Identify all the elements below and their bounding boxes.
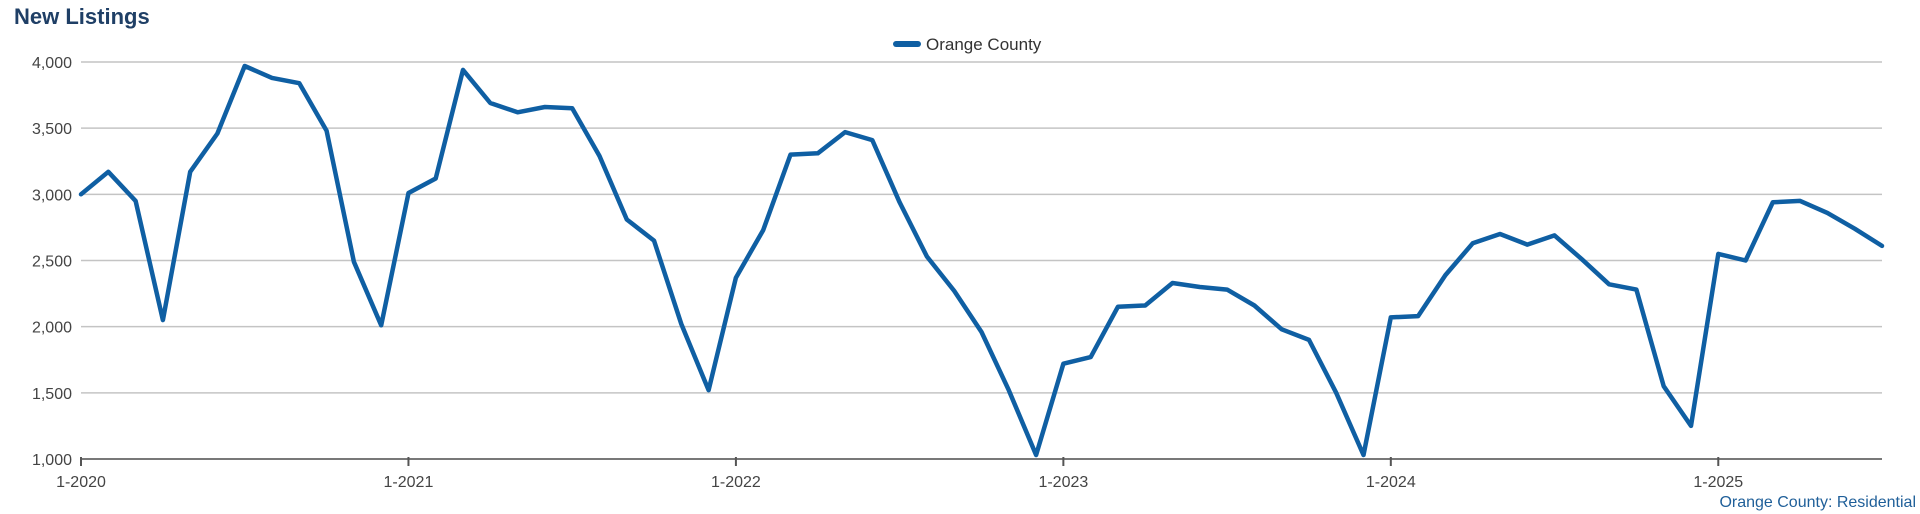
- y-tick-label: 2,500: [32, 254, 72, 271]
- x-tick-label: 1-2022: [711, 474, 761, 491]
- y-tick-label: 1,500: [32, 386, 72, 403]
- series-lines: [78, 63, 1885, 458]
- y-tick-label: 1,000: [32, 452, 72, 469]
- series-line-orange-county: [78, 63, 1885, 458]
- gridlines: [81, 61, 1882, 460]
- legend: Orange County: [893, 35, 1042, 54]
- x-tick-label: 1-2024: [1366, 474, 1416, 491]
- y-tick-label: 3,500: [32, 121, 72, 138]
- y-tick-label: 3,000: [32, 187, 72, 204]
- legend-label: Orange County: [926, 35, 1042, 54]
- y-tick-label: 4,000: [32, 55, 72, 72]
- y-tick-label: 2,000: [32, 320, 72, 337]
- x-tick-label: 1-2023: [1038, 474, 1088, 491]
- x-tick-label: 1-2020: [56, 474, 106, 491]
- chart-footer-note: Orange County: Residential: [1719, 494, 1916, 511]
- chart-title: New Listings: [14, 4, 150, 29]
- x-tick-label: 1-2021: [384, 474, 434, 491]
- axes: 1,000 1,500 2,000 2,500 3,000 3,500 4,000 1-202…: [32, 55, 1882, 491]
- x-tick-label: 1-2025: [1693, 474, 1743, 491]
